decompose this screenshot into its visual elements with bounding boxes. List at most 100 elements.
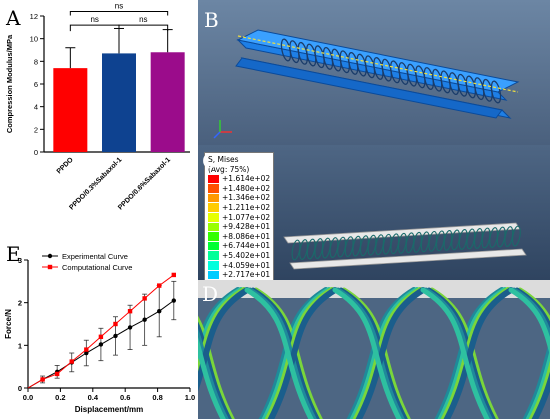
- significance-label: ns: [139, 15, 147, 24]
- helix-strand: [267, 287, 338, 419]
- coil-turn: [490, 80, 502, 104]
- x-tick-label: PPDO: [56, 156, 75, 175]
- y-tick-label: 0: [18, 384, 22, 393]
- x-tick-label: PPDO/0.3%Sabaxol-1: [68, 156, 123, 211]
- legend-entry: +1.077e+02: [208, 213, 270, 223]
- stress-legend: S, Mises (Avg: 75%) +1.614e+02 +1.480e+02…: [204, 152, 275, 280]
- legend-entry: +1.211e+02: [208, 203, 270, 213]
- model-c-render: [283, 222, 527, 270]
- y-tick-label: 2: [34, 125, 38, 134]
- data-point: [142, 317, 147, 322]
- legend-value: +5.402e+01: [222, 250, 271, 260]
- legend-value: +4.059e+01: [222, 260, 271, 270]
- legend-title: S, Mises: [208, 155, 239, 164]
- legend-value: +8.086e+01: [222, 231, 271, 241]
- significance-bracket: [69, 10, 169, 16]
- helix-strand: [198, 328, 230, 419]
- data-point: [84, 347, 89, 352]
- y-axis-label: Compression Modulus/MPa: [5, 34, 14, 133]
- significance-bracket: [118, 24, 169, 32]
- legend-value: +1.346e+02: [222, 193, 271, 203]
- axis-triad-icon: [213, 120, 232, 139]
- data-point: [113, 321, 118, 327]
- legend-value: +1.211e+02: [222, 202, 271, 212]
- panel-b: B: [198, 0, 550, 145]
- x-tick-label: 0.2: [55, 393, 65, 402]
- y-tick-label: 12: [30, 12, 38, 21]
- panel-e: E 0 1 2 3 0.0 0.2 0.4 0.6 0.8 1.0 Displacement/mm F…: [0, 238, 198, 419]
- data-point: [84, 350, 89, 356]
- y-tick-label: 3: [18, 256, 22, 265]
- y-tick-label: 1: [18, 341, 22, 350]
- data-point: [69, 359, 74, 364]
- x-tick-label: 0.0: [23, 393, 33, 402]
- coil-turn: [511, 225, 521, 247]
- legend-swatch: [208, 184, 219, 193]
- x-tick-label: PPDO/0.6%Sabaxol-1: [117, 156, 172, 211]
- helix-strand: [332, 287, 403, 419]
- legend-swatch: [208, 213, 219, 222]
- x-tick-label: 1.0: [185, 393, 195, 402]
- data-point: [157, 309, 162, 314]
- helix-strand: [198, 337, 227, 419]
- data-point: [113, 333, 118, 339]
- data-point: [171, 272, 176, 278]
- legend-swatch: [208, 193, 219, 203]
- y-tick-label: 8: [34, 57, 38, 66]
- significance-label: ns: [115, 1, 123, 10]
- legend-swatch: [208, 270, 219, 280]
- legend-subtitle: (Avg: 75%): [208, 164, 250, 174]
- x-tick-label: 0.8: [152, 393, 162, 402]
- legend-swatch: [208, 222, 219, 232]
- helix-strand: [443, 287, 514, 419]
- data-point: [127, 325, 133, 330]
- legend-swatch: [208, 174, 219, 184]
- helix-strand: [420, 287, 491, 419]
- y-tick-label: 10: [30, 35, 38, 44]
- x-tick-label: 0.4: [88, 393, 99, 402]
- panel-d: D: [198, 280, 550, 419]
- significance-label: ns: [90, 15, 98, 24]
- panel-label-d: D: [202, 282, 219, 306]
- legend-marker: [47, 253, 53, 259]
- bar: [53, 68, 88, 152]
- legend-value: +9.428e+01: [222, 222, 271, 232]
- legend-marker: [47, 264, 53, 270]
- data-point: [142, 296, 147, 301]
- legend-entry: +6.744e+01: [208, 241, 270, 251]
- legend-label: Computational Curve: [62, 263, 132, 272]
- y-tick-label: 4: [34, 103, 38, 112]
- data-point: [98, 342, 104, 347]
- legend-label: Experimental Curve: [62, 252, 128, 261]
- data-point: [98, 334, 104, 339]
- legend-entry: +5.402e+01: [208, 251, 270, 261]
- bar: [150, 52, 185, 153]
- panel-label-a: A: [6, 6, 21, 30]
- legend-value: +1.077e+02: [222, 212, 271, 222]
- panel-label-c: C: [202, 149, 218, 173]
- y-axis-label: Force/N: [4, 309, 13, 339]
- legend-swatch: [208, 251, 219, 261]
- x-tick-label: 0.6: [120, 393, 130, 402]
- panel-c: S, Mises (Avg: 75%) +1.614e+02 +1.480e+02…: [198, 145, 550, 280]
- legend-swatch: [208, 203, 219, 213]
- x-axis-label: Displacement/mm: [75, 405, 143, 414]
- legend-value: +2.717e+01: [222, 270, 271, 280]
- significance-bracket: [69, 24, 120, 32]
- legend-entry: +2.717e+01: [208, 270, 270, 280]
- data-point: [54, 371, 60, 377]
- legend-entry: +8.086e+01: [208, 232, 270, 242]
- y-tick-label: 6: [34, 80, 38, 89]
- y-tick-label: 0: [34, 148, 38, 157]
- legend-entry: +1.480e+02: [208, 184, 270, 194]
- helix-strand: [355, 287, 426, 419]
- legend-swatch: [208, 241, 219, 251]
- legend-entry: +9.428e+01: [208, 222, 270, 232]
- line-chart: 0 1 2 3 0.0 0.2 0.4 0.6 0.8 1.0 Displacement/mm For…: [4, 252, 195, 414]
- legend-value: +6.744e+01: [222, 241, 271, 251]
- data-point: [40, 377, 45, 382]
- data-point: [171, 298, 176, 303]
- model-b-render: [213, 29, 520, 139]
- helix-strand: [198, 287, 250, 392]
- legend-value: +1.480e+02: [222, 183, 271, 193]
